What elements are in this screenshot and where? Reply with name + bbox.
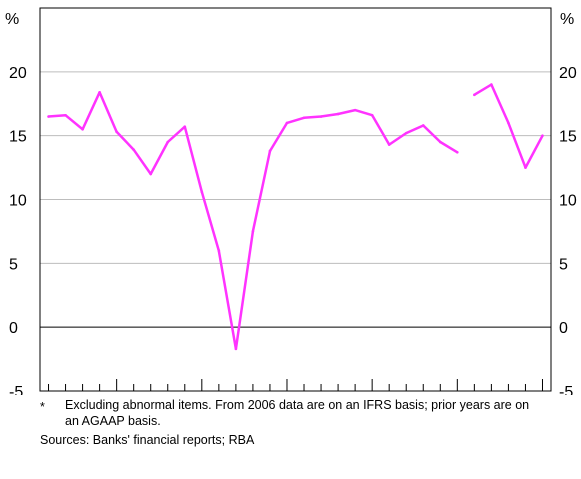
y-tick-label-left: 10 (9, 193, 27, 210)
data-point (81, 127, 84, 131)
series-lines (48, 83, 544, 351)
data-point (490, 83, 493, 86)
y-unit-right: % (560, 11, 574, 28)
data-point (183, 125, 187, 129)
data-point (166, 140, 170, 144)
data-point (473, 93, 476, 97)
data-point (251, 230, 255, 233)
y-tick-label-right: 0 (559, 320, 568, 337)
y-tick-label-left: 15 (9, 129, 27, 146)
y-tick-label-left: 5 (9, 256, 18, 273)
data-point (319, 115, 323, 118)
data-point (64, 113, 67, 117)
data-point (98, 90, 101, 94)
x-axis-ticks (48, 379, 543, 391)
data-point (524, 166, 527, 169)
sources-note: Sources: Banks' financial reports; RBA (40, 433, 255, 447)
y-tick-label-right: 10 (559, 193, 577, 210)
y-tick-label-left: 0 (9, 320, 18, 337)
data-point (149, 172, 153, 176)
data-point (217, 249, 221, 252)
series-line (473, 83, 544, 169)
y-tick-label-left: 20 (9, 65, 27, 82)
data-point (456, 150, 459, 154)
data-point (421, 124, 425, 127)
y-tick-label-right: 15 (559, 129, 577, 146)
data-points (47, 83, 544, 351)
data-point (302, 116, 306, 120)
data-point (285, 121, 289, 125)
data-point (132, 148, 135, 152)
data-point (336, 112, 340, 116)
data-point (387, 143, 391, 146)
plot-frame (39, 7, 552, 392)
y-axis-right-labels: -5 0 5 10 15 20 (559, 65, 577, 395)
y-tick-label-left: -5 (9, 384, 23, 395)
y-axis-left-labels: -5 0 5 10 15 20 (9, 65, 27, 395)
footnote-marker: * (40, 400, 45, 414)
y-unit-left: % (5, 11, 19, 28)
data-point (353, 108, 357, 112)
data-point (234, 347, 238, 351)
data-point (438, 140, 442, 144)
gridlines (40, 71, 551, 264)
data-point (404, 131, 408, 135)
y-tick-label-right: 20 (559, 65, 577, 82)
data-point (370, 113, 374, 117)
data-point (507, 121, 510, 125)
data-point (115, 130, 118, 134)
y-tick-label-right: 5 (559, 256, 568, 273)
data-point (268, 149, 272, 153)
y-tick-label-right: -5 (559, 384, 573, 395)
footnote-text: Excluding abnormal items. From 2006 data… (65, 398, 530, 428)
data-point (541, 134, 544, 137)
data-point (47, 115, 50, 118)
data-point (200, 190, 204, 194)
series-line (48, 91, 458, 351)
